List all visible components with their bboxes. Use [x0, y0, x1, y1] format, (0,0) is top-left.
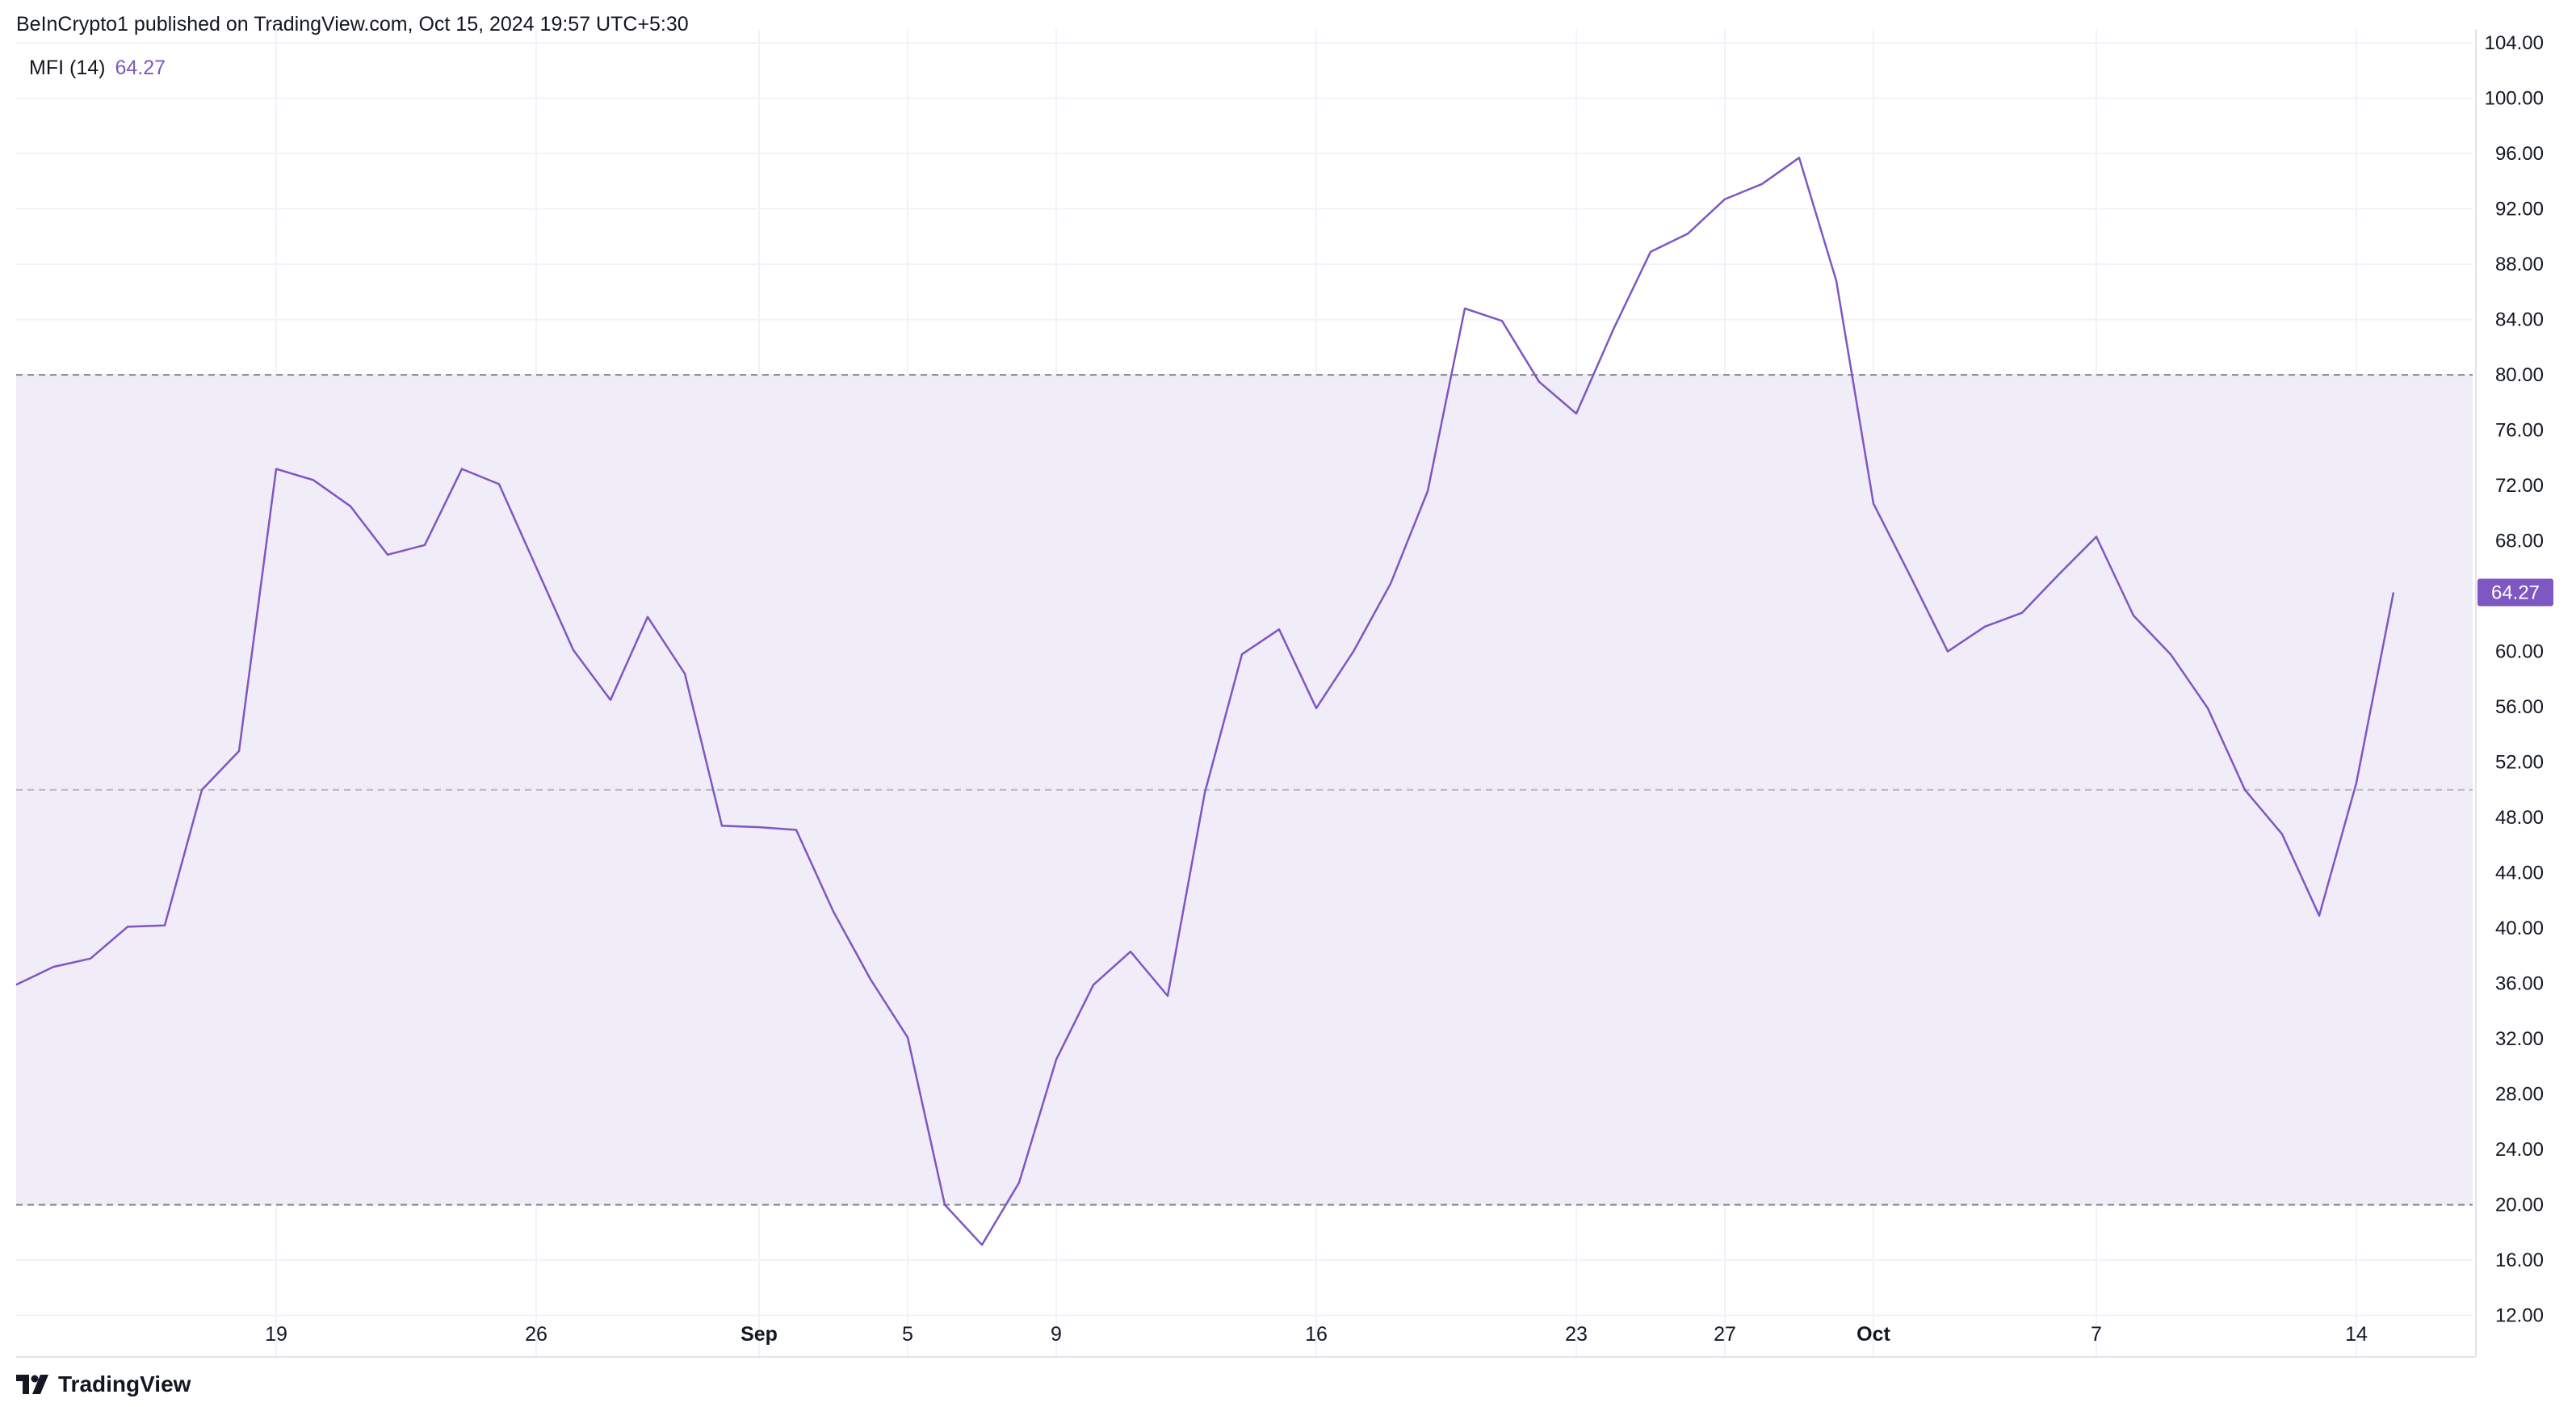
y-tick-label: 12.00: [2495, 1305, 2544, 1327]
y-tick-label: 28.00: [2495, 1084, 2544, 1106]
y-tick-label: 84.00: [2495, 309, 2544, 331]
x-tick-label: 16: [1305, 1323, 1328, 1346]
y-tick-label: 92.00: [2495, 199, 2544, 220]
y-tick-label: 100.00: [2485, 88, 2544, 110]
y-tick-label: 48.00: [2495, 807, 2544, 829]
y-tick-label: 68.00: [2495, 531, 2544, 552]
mfi-series-line: [15, 157, 2395, 1246]
y-tick-label: 96.00: [2495, 143, 2544, 165]
last-value-label: 64.27: [2491, 582, 2540, 604]
y-tick-label: 32.00: [2495, 1028, 2544, 1050]
y-tick-label: 104.00: [2485, 32, 2544, 54]
y-tick-label: 40.00: [2495, 918, 2544, 939]
tradingview-logo[interactable]: TradingView: [16, 1368, 191, 1401]
overbought-oversold-band: [16, 375, 2473, 1205]
x-tick-label: 7: [2091, 1323, 2102, 1346]
indicator-value: 64.27: [115, 57, 166, 79]
y-tick-label: 76.00: [2495, 420, 2544, 442]
x-tick-label: 14: [2345, 1323, 2368, 1346]
x-tick-label: Sep: [740, 1323, 778, 1346]
publisher-header: BeInCrypto1 published on TradingView.com…: [16, 13, 689, 36]
indicator-name: MFI (14): [29, 57, 106, 79]
last-value-tag-bg: [2477, 578, 2553, 607]
tradingview-logo-icon: [16, 1375, 48, 1394]
x-tick-label: 27: [1714, 1323, 1736, 1346]
y-tick-label: 88.00: [2495, 254, 2544, 275]
x-tick-label: 19: [265, 1323, 287, 1346]
x-tick-label: 26: [525, 1323, 548, 1346]
y-tick-label: 56.00: [2495, 696, 2544, 718]
y-tick-label: 72.00: [2495, 475, 2544, 497]
y-tick-label: 80.00: [2495, 364, 2544, 386]
tradingview-brand: TradingView: [58, 1371, 191, 1396]
y-tick-label: 16.00: [2495, 1250, 2544, 1271]
time-axis[interactable]: 19 26 Sep 5 9 16 23 27 Oct 7 14: [265, 1323, 2368, 1346]
indicator-legend[interactable]: MFI (14) 64.27: [29, 57, 166, 80]
x-tick-label: 23: [1565, 1323, 1588, 1346]
price-axis[interactable]: 104.00 100.00 96.00 92.00 88.00 84.00 80.00 76.…: [2485, 32, 2544, 1327]
last-value-tag: 64.27: [2477, 578, 2553, 607]
y-tick-label: 60.00: [2495, 641, 2544, 663]
y-tick-label: 44.00: [2495, 863, 2544, 884]
y-tick-label: 36.00: [2495, 973, 2544, 995]
y-tick-label: 52.00: [2495, 752, 2544, 774]
x-tick-label: 5: [902, 1323, 913, 1346]
x-tick-label: Oct: [1856, 1323, 1890, 1346]
y-tick-label: 20.00: [2495, 1195, 2544, 1216]
y-tick-label: 24.00: [2495, 1139, 2544, 1161]
x-tick-label: 9: [1051, 1323, 1062, 1346]
